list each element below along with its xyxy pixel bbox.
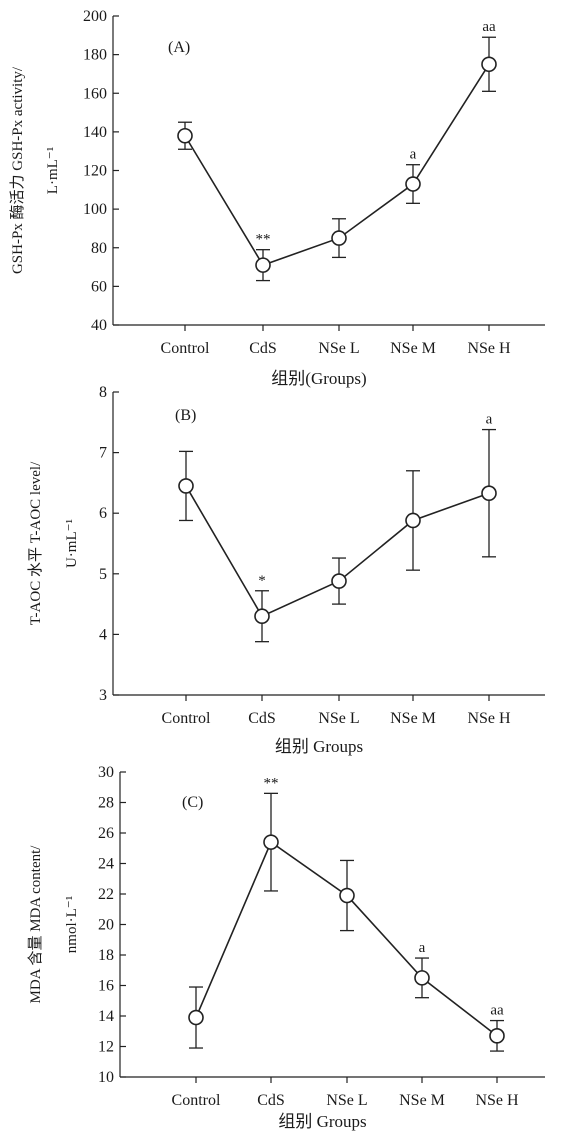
significance-label: aa: [482, 19, 496, 35]
y-tick-label: 140: [83, 124, 107, 141]
significance-label: **: [256, 232, 271, 248]
data-point: [255, 609, 269, 623]
y-tick-label: 160: [83, 85, 107, 102]
significance-label: aa: [490, 1003, 504, 1019]
y-tick-label: 80: [91, 240, 107, 257]
y-tick-label: 5: [99, 566, 107, 583]
data-point: [490, 1029, 504, 1043]
x-tick-label: Control: [172, 1092, 221, 1109]
y-tick-label: 30: [98, 764, 114, 781]
y-tick-label: 7: [99, 445, 107, 462]
significance-label: a: [419, 940, 426, 956]
data-point: [482, 486, 496, 500]
y-axis-label: T-AOC 水平 T-AOC level/: [27, 461, 44, 625]
x-tick-label: NSe L: [326, 1092, 367, 1109]
y-tick-label: 4: [99, 626, 107, 643]
significance-label: a: [486, 412, 493, 428]
y-tick-label: 3: [99, 687, 107, 704]
x-tick-label: NSe L: [318, 340, 359, 357]
x-tick-label: NSe L: [318, 710, 359, 727]
x-tick-label: CdS: [257, 1092, 285, 1109]
x-tick-label: NSe M: [390, 340, 436, 357]
y-tick-label: 180: [83, 47, 107, 64]
y-tick-label: 20: [98, 917, 114, 934]
y-axis-unit-label: L·mL⁻¹: [45, 147, 61, 194]
x-tick-label: NSe M: [390, 710, 436, 727]
y-tick-label: 12: [98, 1039, 114, 1056]
panel-label: (B): [175, 407, 196, 424]
y-axis-unit-label: U·mL⁻¹: [64, 519, 80, 568]
data-point: [332, 231, 346, 245]
y-tick-label: 200: [83, 8, 107, 25]
x-tick-label: Control: [162, 710, 211, 727]
x-tick-label: NSe H: [467, 710, 511, 727]
y-tick-label: 6: [99, 505, 107, 522]
series-line: [186, 486, 489, 616]
panel-label: (A): [168, 39, 190, 56]
y-axis-label: MDA 含量 MDA content/: [27, 845, 44, 1004]
data-point: [178, 129, 192, 143]
significance-label: **: [264, 775, 279, 791]
significance-label: a: [410, 147, 417, 163]
x-axis-label: 组别 Groups: [278, 1112, 366, 1131]
y-axis-label: GSH-Px 酶活力 GSH-Px activity/: [9, 66, 26, 274]
y-tick-label: 18: [98, 947, 114, 964]
data-point: [406, 177, 420, 191]
x-tick-label: NSe H: [467, 340, 511, 357]
y-axis-unit-label: nmol·L⁻¹: [64, 896, 80, 953]
y-tick-label: 26: [98, 825, 114, 842]
x-tick-label: NSe H: [475, 1092, 519, 1109]
data-point: [264, 835, 278, 849]
data-point: [406, 513, 420, 527]
y-tick-label: 22: [98, 886, 114, 903]
y-tick-label: 14: [98, 1008, 114, 1025]
y-tick-label: 100: [83, 201, 107, 218]
panel-label: (C): [182, 794, 203, 811]
y-tick-label: 120: [83, 163, 107, 180]
significance-label: *: [258, 573, 266, 589]
y-tick-label: 24: [98, 856, 114, 873]
x-tick-label: CdS: [249, 340, 277, 357]
data-point: [415, 971, 429, 985]
x-axis-label: 组别 Groups: [275, 737, 363, 756]
x-axis-label: 组别(Groups): [271, 369, 366, 388]
data-point: [340, 889, 354, 903]
data-point: [482, 57, 496, 71]
data-point: [256, 258, 270, 272]
y-tick-label: 40: [91, 317, 107, 334]
data-point: [189, 1011, 203, 1025]
y-tick-label: 16: [98, 978, 114, 995]
y-tick-label: 28: [98, 795, 114, 812]
x-tick-label: Control: [161, 340, 210, 357]
data-point: [332, 574, 346, 588]
x-tick-label: CdS: [248, 710, 276, 727]
y-tick-label: 8: [99, 384, 107, 401]
x-tick-label: NSe M: [399, 1092, 445, 1109]
y-tick-label: 10: [98, 1069, 114, 1086]
y-tick-label: 60: [91, 278, 107, 295]
data-point: [179, 479, 193, 493]
